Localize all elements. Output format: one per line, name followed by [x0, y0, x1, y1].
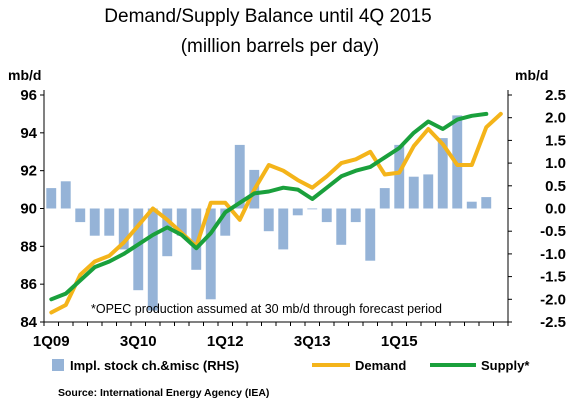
bar-stock-change — [60, 181, 71, 209]
bar-stock-change — [89, 208, 100, 236]
right-axis-unit: mb/d — [515, 67, 548, 83]
source-note: Source: International Energy Agency (IEA… — [58, 387, 269, 399]
legend-swatch-stock — [52, 359, 64, 371]
left-tick-label: 96 — [20, 87, 37, 104]
bar-stock-change — [336, 208, 347, 245]
bar-stock-change — [133, 208, 144, 291]
legend-label-supply: Supply* — [481, 358, 530, 373]
left-tick-label: 94 — [20, 125, 37, 142]
bar-stock-change — [481, 197, 492, 209]
bar-stock-change — [147, 208, 158, 311]
bar-stock-change — [162, 208, 173, 257]
bar-stock-change — [307, 208, 318, 210]
chart-title: Demand/Supply Balance until 4Q 2015 — [104, 6, 431, 27]
line-demand — [49, 111, 503, 315]
bar-stock-change — [408, 176, 419, 209]
bar-stock-change — [191, 208, 202, 270]
bar-stock-change — [466, 201, 477, 209]
bar-stock-change — [350, 208, 361, 223]
right-tick-label: 1.0 — [545, 155, 566, 172]
opec-annotation: *OPEC production assumed at 30 mb/d thro… — [91, 302, 442, 316]
right-tick-label: -1.0 — [540, 246, 566, 263]
axes — [40, 90, 512, 326]
tick-labels: 84 86 88 90 92 94 96 2.5 2.0 1.5 1.0 0.5 0.0 -0.5 -1.0… — [20, 87, 566, 350]
chart-subtitle: (million barrels per day) — [181, 36, 380, 57]
x-tick-label: 1Q09 — [33, 333, 70, 350]
right-tick-label: 0.5 — [545, 178, 566, 195]
bar-stock-change — [220, 208, 231, 236]
bar-stock-change — [75, 208, 86, 223]
legend-label-stock: Impl. stock ch.&misc (RHS) — [70, 358, 239, 373]
right-tick-label: 1.5 — [545, 132, 566, 149]
right-tick-label: 0.0 — [545, 201, 566, 218]
left-tick-label: 84 — [20, 314, 37, 331]
bar-stock-change — [278, 208, 289, 250]
x-tick-label: 1Q12 — [207, 333, 244, 350]
bar-stock-change — [394, 144, 405, 209]
stock-change-bars — [46, 115, 492, 311]
left-tick-label: 92 — [20, 163, 37, 180]
x-tick-label: 3Q13 — [294, 333, 331, 350]
right-tick-label: -2.0 — [540, 291, 566, 308]
bar-stock-change — [234, 144, 245, 209]
left-tick-label: 90 — [20, 201, 37, 218]
x-tick-label: 1Q15 — [381, 333, 418, 350]
legend-label-demand: Demand — [355, 358, 406, 373]
left-tick-label: 88 — [20, 238, 37, 255]
bar-stock-change — [365, 208, 376, 261]
x-tick-label: 3Q10 — [120, 333, 157, 350]
right-tick-label: -2.5 — [540, 314, 566, 331]
series-lines — [49, 111, 503, 315]
left-tick-label: 86 — [20, 276, 37, 293]
bar-stock-change — [423, 174, 434, 209]
bar-stock-change — [104, 208, 115, 236]
bar-stock-change — [205, 208, 216, 300]
right-tick-label: -1.5 — [540, 269, 566, 286]
right-tick-label: 2.5 — [545, 87, 566, 104]
bar-stock-change — [263, 208, 274, 232]
legend: Impl. stock ch.&misc (RHS) Demand Supply* — [52, 358, 530, 373]
bar-stock-change — [292, 208, 303, 216]
bar-stock-change — [321, 208, 332, 223]
bar-stock-change — [437, 138, 448, 209]
bar-stock-change — [46, 188, 57, 209]
left-axis-unit: mb/d — [8, 67, 41, 83]
bar-stock-change — [176, 208, 187, 236]
right-tick-label: -0.5 — [540, 223, 566, 240]
bar-stock-change — [379, 188, 390, 209]
bar-stock-change — [118, 208, 129, 250]
line-supply — [49, 111, 489, 302]
right-tick-label: 2.0 — [545, 110, 566, 127]
